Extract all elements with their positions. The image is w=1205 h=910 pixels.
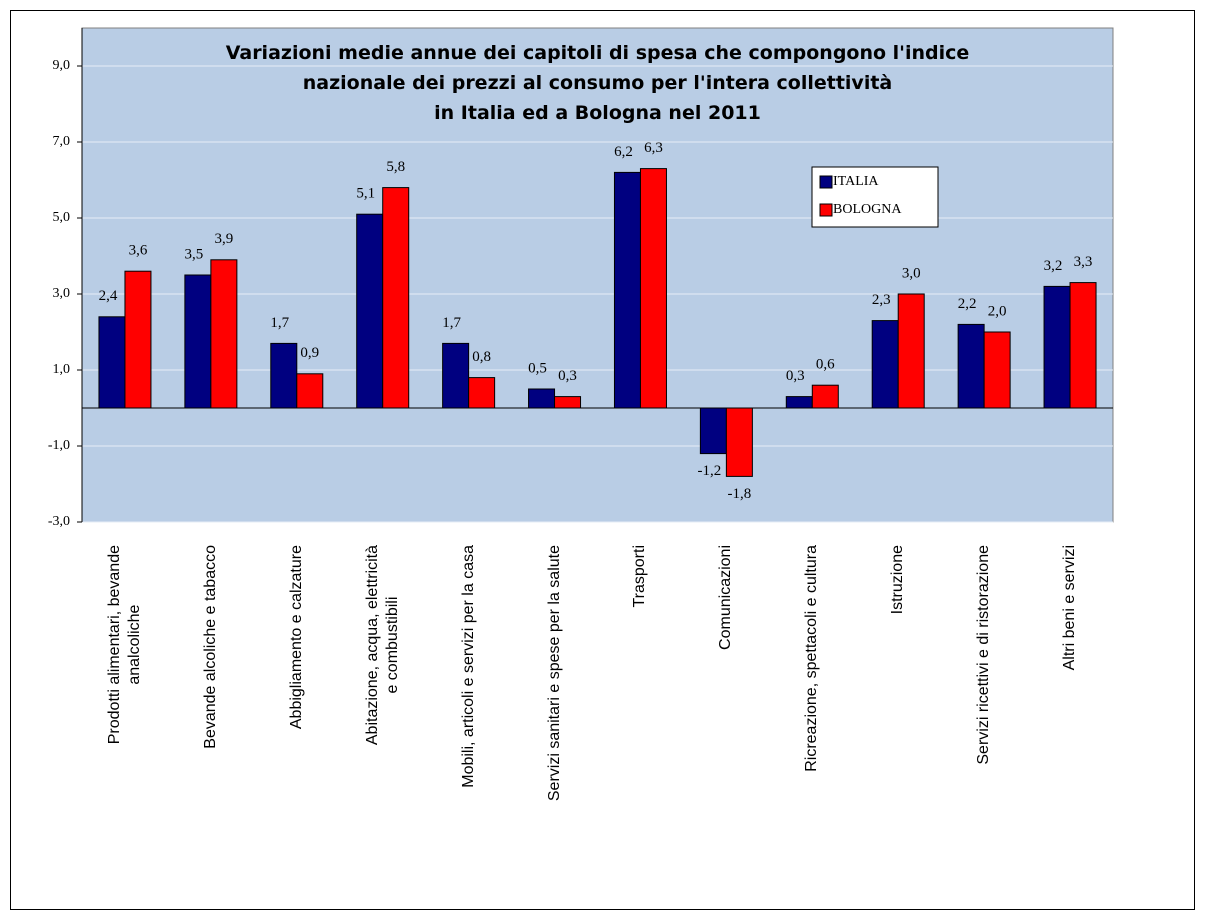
value-label: 0,8 xyxy=(472,349,491,365)
bar xyxy=(957,323,985,409)
value-label: 0,3 xyxy=(786,368,805,384)
x-tick-label: Trasporti xyxy=(631,545,649,608)
value-label: 6,3 xyxy=(644,140,663,156)
x-tick-label: Mobili, articoli e servizi per la casa xyxy=(459,545,477,788)
legend-swatch xyxy=(819,175,833,189)
legend-box xyxy=(811,166,939,228)
value-label: 2,4 xyxy=(99,288,118,304)
bar xyxy=(270,342,298,409)
value-label: 0,9 xyxy=(300,345,319,361)
y-tick-label: 7,0 xyxy=(53,134,71,149)
x-tick-label: Servizi ricettivi e di ristorazione xyxy=(975,545,993,765)
bar xyxy=(296,373,324,409)
value-label: 3,2 xyxy=(1044,258,1063,274)
value-label: 2,2 xyxy=(958,296,977,312)
y-tick-label: 3,0 xyxy=(53,286,71,301)
bar xyxy=(699,407,727,455)
x-tick-label: Ricreazione, spettacoli e cultura xyxy=(803,545,821,772)
x-tick-label: Prodotti alimentari, bevande analcoliche xyxy=(105,545,143,745)
bar xyxy=(725,407,753,477)
value-label: 3,3 xyxy=(1074,254,1093,270)
bar xyxy=(1043,285,1071,409)
value-label: 6,2 xyxy=(614,144,633,160)
x-tick-label: Abitazione, acqua, elettricità e combust… xyxy=(363,545,401,746)
plot-area xyxy=(81,27,1114,523)
value-label: 0,6 xyxy=(816,357,835,373)
y-tick-label: -3,0 xyxy=(48,514,70,529)
bar xyxy=(785,396,813,409)
x-tick-label: Altri beni e servizi xyxy=(1061,545,1079,671)
value-label: 3,6 xyxy=(129,243,148,259)
bar xyxy=(442,342,470,409)
x-tick-label: Abbigliamento e calzature xyxy=(287,545,305,730)
value-label: 3,9 xyxy=(215,231,234,247)
bar xyxy=(811,384,839,409)
legend-label: BOLOGNA xyxy=(833,202,902,217)
y-tick-label: 9,0 xyxy=(53,58,71,73)
bar xyxy=(897,293,925,409)
x-tick-label: Istruzione xyxy=(889,545,907,615)
bar xyxy=(124,270,152,409)
value-label: 5,8 xyxy=(386,159,405,175)
bar xyxy=(1069,282,1097,409)
legend-label: ITALIA xyxy=(833,174,879,189)
y-tick-label: -1,0 xyxy=(48,438,70,453)
bar xyxy=(210,259,238,409)
x-tick-label: Servizi sanitari e spese per la salute xyxy=(545,545,563,802)
bar xyxy=(98,316,126,409)
value-label: 2,0 xyxy=(988,303,1007,319)
value-label: 0,3 xyxy=(558,368,577,384)
bar xyxy=(184,274,212,409)
bar xyxy=(382,187,410,409)
y-tick-label: 1,0 xyxy=(53,362,71,377)
bar xyxy=(871,320,899,409)
chart-title: Variazioni medie annue dei capitoli di s… xyxy=(225,42,970,124)
y-tick-label: 5,0 xyxy=(53,210,71,225)
x-tick-label: Comunicazioni xyxy=(717,545,735,650)
value-label: -1,2 xyxy=(698,463,722,479)
bar xyxy=(356,213,384,409)
value-label: 1,7 xyxy=(270,315,289,331)
value-label: 1,7 xyxy=(442,315,461,331)
legend-swatch xyxy=(819,203,833,217)
x-tick-label: Bevande alcoliche e tabacco xyxy=(201,545,219,749)
value-label: 5,1 xyxy=(356,186,375,202)
bar xyxy=(528,388,556,409)
value-label: 2,3 xyxy=(872,292,891,308)
value-label: 3,5 xyxy=(185,246,204,262)
bar xyxy=(983,331,1011,409)
value-label: 3,0 xyxy=(902,265,921,281)
value-label: 0,5 xyxy=(528,360,547,376)
value-label: -1,8 xyxy=(728,486,752,502)
bar xyxy=(468,377,496,409)
bar xyxy=(554,396,582,409)
bar xyxy=(639,168,667,409)
bar xyxy=(613,171,641,409)
